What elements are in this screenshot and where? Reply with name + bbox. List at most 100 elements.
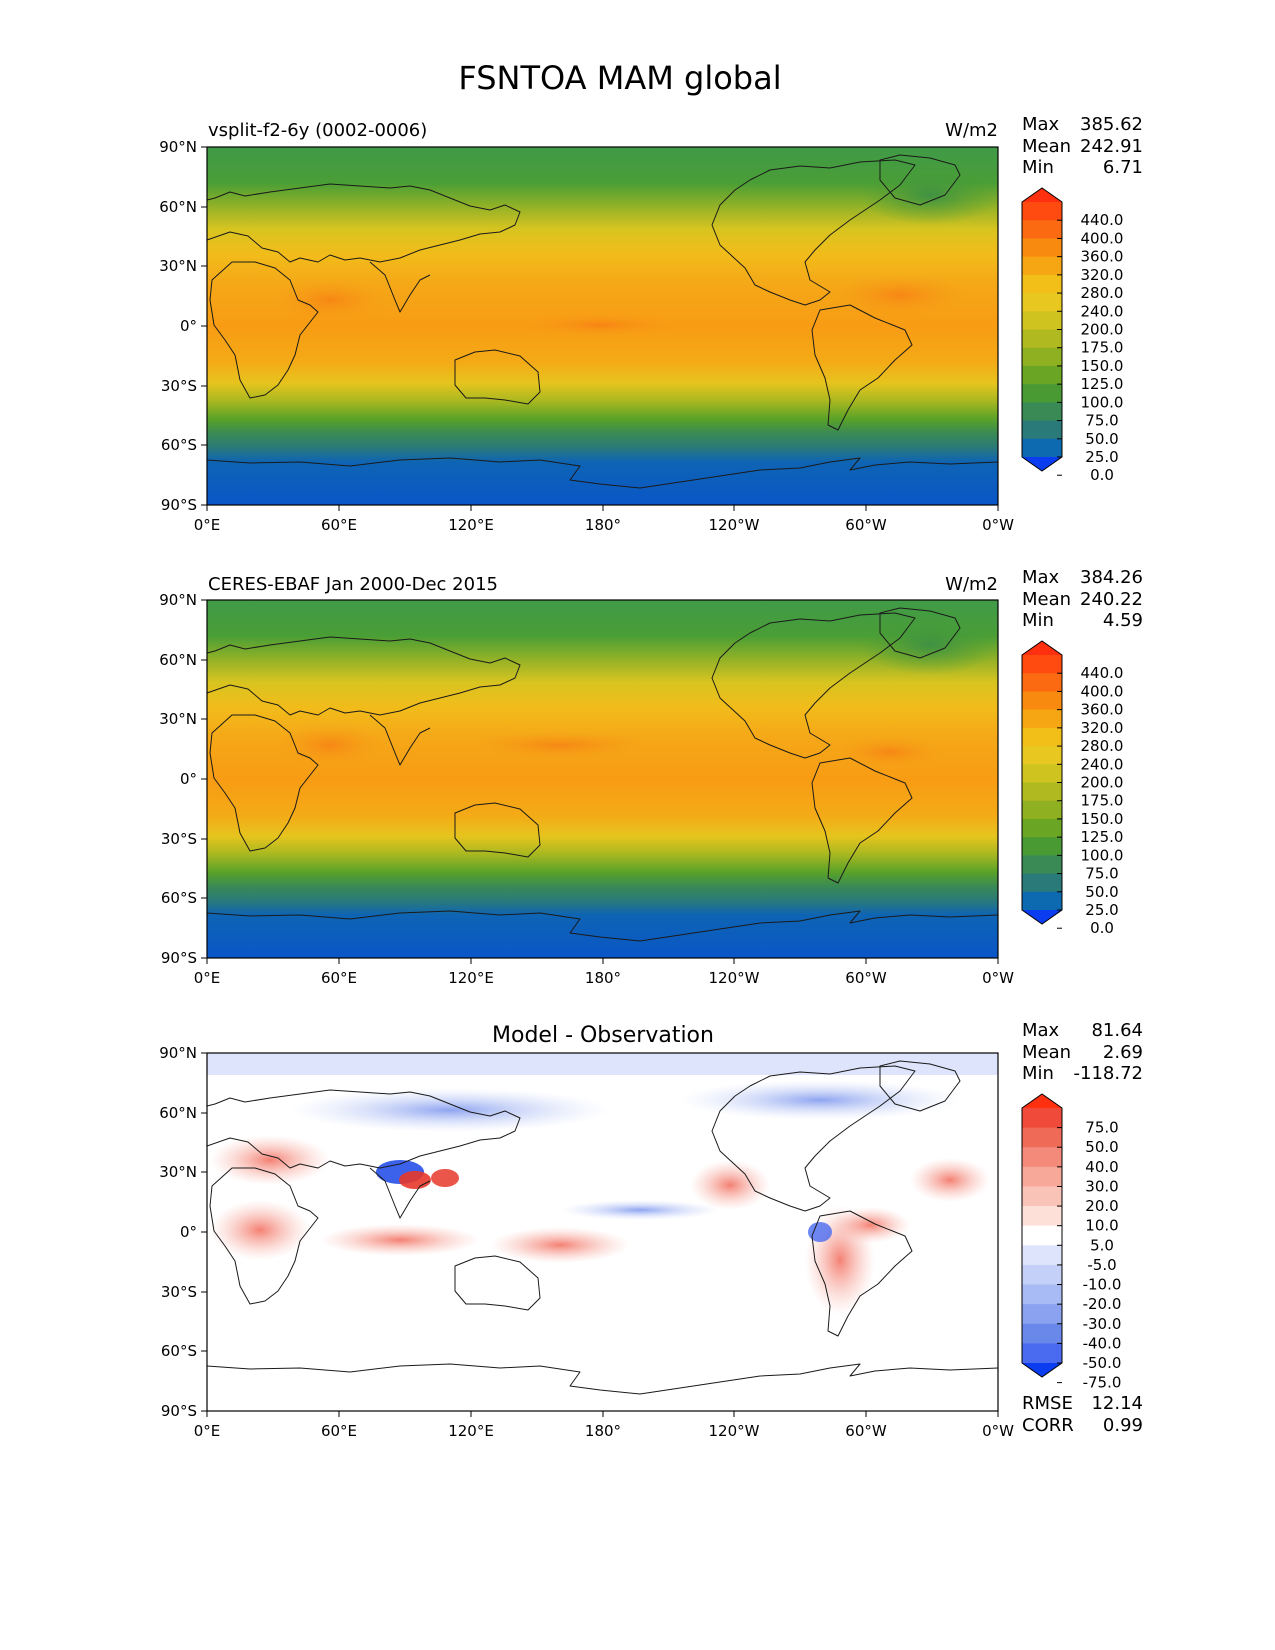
colorbar-band — [1022, 746, 1062, 765]
colorbar-tick-label: 280.0 — [1081, 737, 1124, 755]
x-tick-label: 180° — [585, 516, 621, 534]
y-tick-label: 0° — [180, 1223, 197, 1241]
coastline-south-america — [811, 757, 913, 884]
x-tick-label: 60°E — [321, 1422, 357, 1440]
colorbar-tick-label: 200.0 — [1081, 321, 1124, 339]
colorbar-band — [1022, 1108, 1062, 1129]
colorbar-band — [1022, 384, 1062, 403]
colorbar-band — [1022, 1166, 1062, 1187]
panel-title: CERES-EBAF Jan 2000-Dec 2015 — [208, 574, 498, 595]
map-field — [207, 1053, 998, 1411]
coastline-europe-asia — [206, 183, 521, 263]
colorbar-tick-label: 0.0 — [1090, 466, 1114, 484]
stat-value: 240.22 — [1080, 589, 1143, 610]
stat-label: Mean — [1022, 1042, 1071, 1063]
colorbar-band — [1022, 220, 1062, 239]
y-tick-label: 30°S — [161, 830, 197, 848]
colorbar-band — [1022, 837, 1062, 856]
map-field — [207, 600, 1000, 958]
colorbar-tick-label: 30.0 — [1085, 1177, 1118, 1195]
colorbar-tick-label: 100.0 — [1081, 846, 1124, 864]
colorbar-tick-label: 75.0 — [1085, 1119, 1118, 1137]
x-ticks — [206, 1411, 999, 1417]
y-tick-label: 30°N — [159, 257, 197, 275]
x-tick-label: 60°W — [845, 1422, 887, 1440]
field-feature — [275, 723, 385, 767]
x-tick-label: 60°W — [845, 516, 887, 534]
colorbar-tick-label: 50.0 — [1085, 430, 1118, 448]
colorbar: 75.050.0 40.030.0 20.0 10.05.0 -5.0 -10.0-20.… — [1021, 1093, 1122, 1392]
colorbar-band — [1022, 873, 1062, 893]
figure-title: FSNTOA MAM global — [458, 59, 781, 97]
y-tick-label: 60°S — [161, 1342, 197, 1360]
x-tick-label: 120°E — [448, 1422, 494, 1440]
y-tick-label: 90°S — [161, 496, 197, 514]
y-tick-label: 90°N — [159, 138, 197, 156]
y-tick-label: 60°N — [159, 651, 197, 669]
units-label: W/m2 — [945, 120, 998, 141]
colorbar-tick-label: 40.0 — [1085, 1158, 1118, 1176]
colorbar-band — [1022, 420, 1062, 440]
colorbar-tick-label: -10.0 — [1083, 1276, 1122, 1294]
x-ticks — [206, 505, 999, 511]
colorbar-extend-min — [1022, 910, 1062, 924]
coastline-europe-asia — [206, 636, 521, 716]
colorbar-band — [1022, 1147, 1062, 1168]
y-tick-label: 60°N — [159, 1104, 197, 1122]
field-feature — [490, 1227, 630, 1263]
x-tick-label: 120°E — [448, 969, 494, 987]
coastline-antarctica — [206, 910, 999, 942]
colorbar-extend-max — [1022, 188, 1062, 202]
x-tick-label: 0°E — [194, 516, 221, 534]
colorbar-tick-label: 175.0 — [1081, 339, 1124, 357]
coastline-africa — [209, 261, 319, 399]
stat-value: -118.72 — [1074, 1063, 1143, 1084]
y-tick-label: 0° — [180, 770, 197, 788]
stat-label: Mean — [1022, 589, 1071, 610]
colorbar-tick-label: 0.0 — [1090, 919, 1114, 937]
stat-label: Max — [1022, 114, 1060, 135]
panel-title: Model - Observation — [492, 1023, 714, 1048]
colorbar-band — [1022, 256, 1062, 276]
panel-title: vsplit-f2-6y (0002-0006) — [208, 120, 427, 141]
colorbar-tick-label: -40.0 — [1083, 1334, 1122, 1352]
colorbar-tick-label: 400.0 — [1081, 682, 1124, 700]
colorbar-band — [1022, 818, 1062, 838]
colorbar-band — [1022, 438, 1062, 458]
colorbar-tick-label: 125.0 — [1081, 375, 1124, 393]
coastline-europe-asia — [206, 1089, 521, 1169]
coastline-india — [369, 714, 431, 766]
field-feature — [520, 313, 680, 337]
coastlines — [206, 607, 999, 942]
stat-label: Min — [1022, 157, 1054, 178]
colorbar-tick-label: 440.0 — [1081, 664, 1124, 682]
coastline-africa — [209, 714, 319, 852]
colorbar-band — [1022, 800, 1062, 820]
colorbar-extend-min — [1022, 1363, 1062, 1377]
field-feature — [470, 731, 650, 759]
stat-label: Max — [1022, 1020, 1060, 1041]
colorbar-band — [1022, 891, 1062, 911]
stat-label: Max — [1022, 567, 1060, 588]
x-tick-label: 0°W — [982, 969, 1014, 987]
rmse-value: 12.14 — [1091, 1393, 1143, 1414]
y-tick-label: 90°N — [159, 591, 197, 609]
x-tick-label: 0°W — [982, 516, 1014, 534]
y-tick-label: 90°S — [161, 949, 197, 967]
colorbar-tick-label: 10.0 — [1085, 1217, 1118, 1235]
colorbar-band — [1022, 1206, 1062, 1227]
colorbar-band — [1022, 691, 1062, 711]
field-feature — [860, 165, 1000, 225]
colorbar-band — [1022, 727, 1062, 747]
colorbar-tick-label: 360.0 — [1081, 701, 1124, 719]
colorbar-band — [1022, 1127, 1062, 1148]
y-tick-label: 60°N — [159, 198, 197, 216]
colorbar-tick-label: 240.0 — [1081, 755, 1124, 773]
coastline-south-america — [811, 304, 913, 431]
stat-value: 4.59 — [1103, 610, 1143, 631]
colorbar-band — [1022, 1284, 1062, 1305]
colorbar-tick-label: 175.0 — [1081, 792, 1124, 810]
colorbar-band — [1022, 709, 1062, 729]
colorbar-extend-min — [1022, 457, 1062, 471]
stat-value: 242.91 — [1080, 136, 1143, 157]
